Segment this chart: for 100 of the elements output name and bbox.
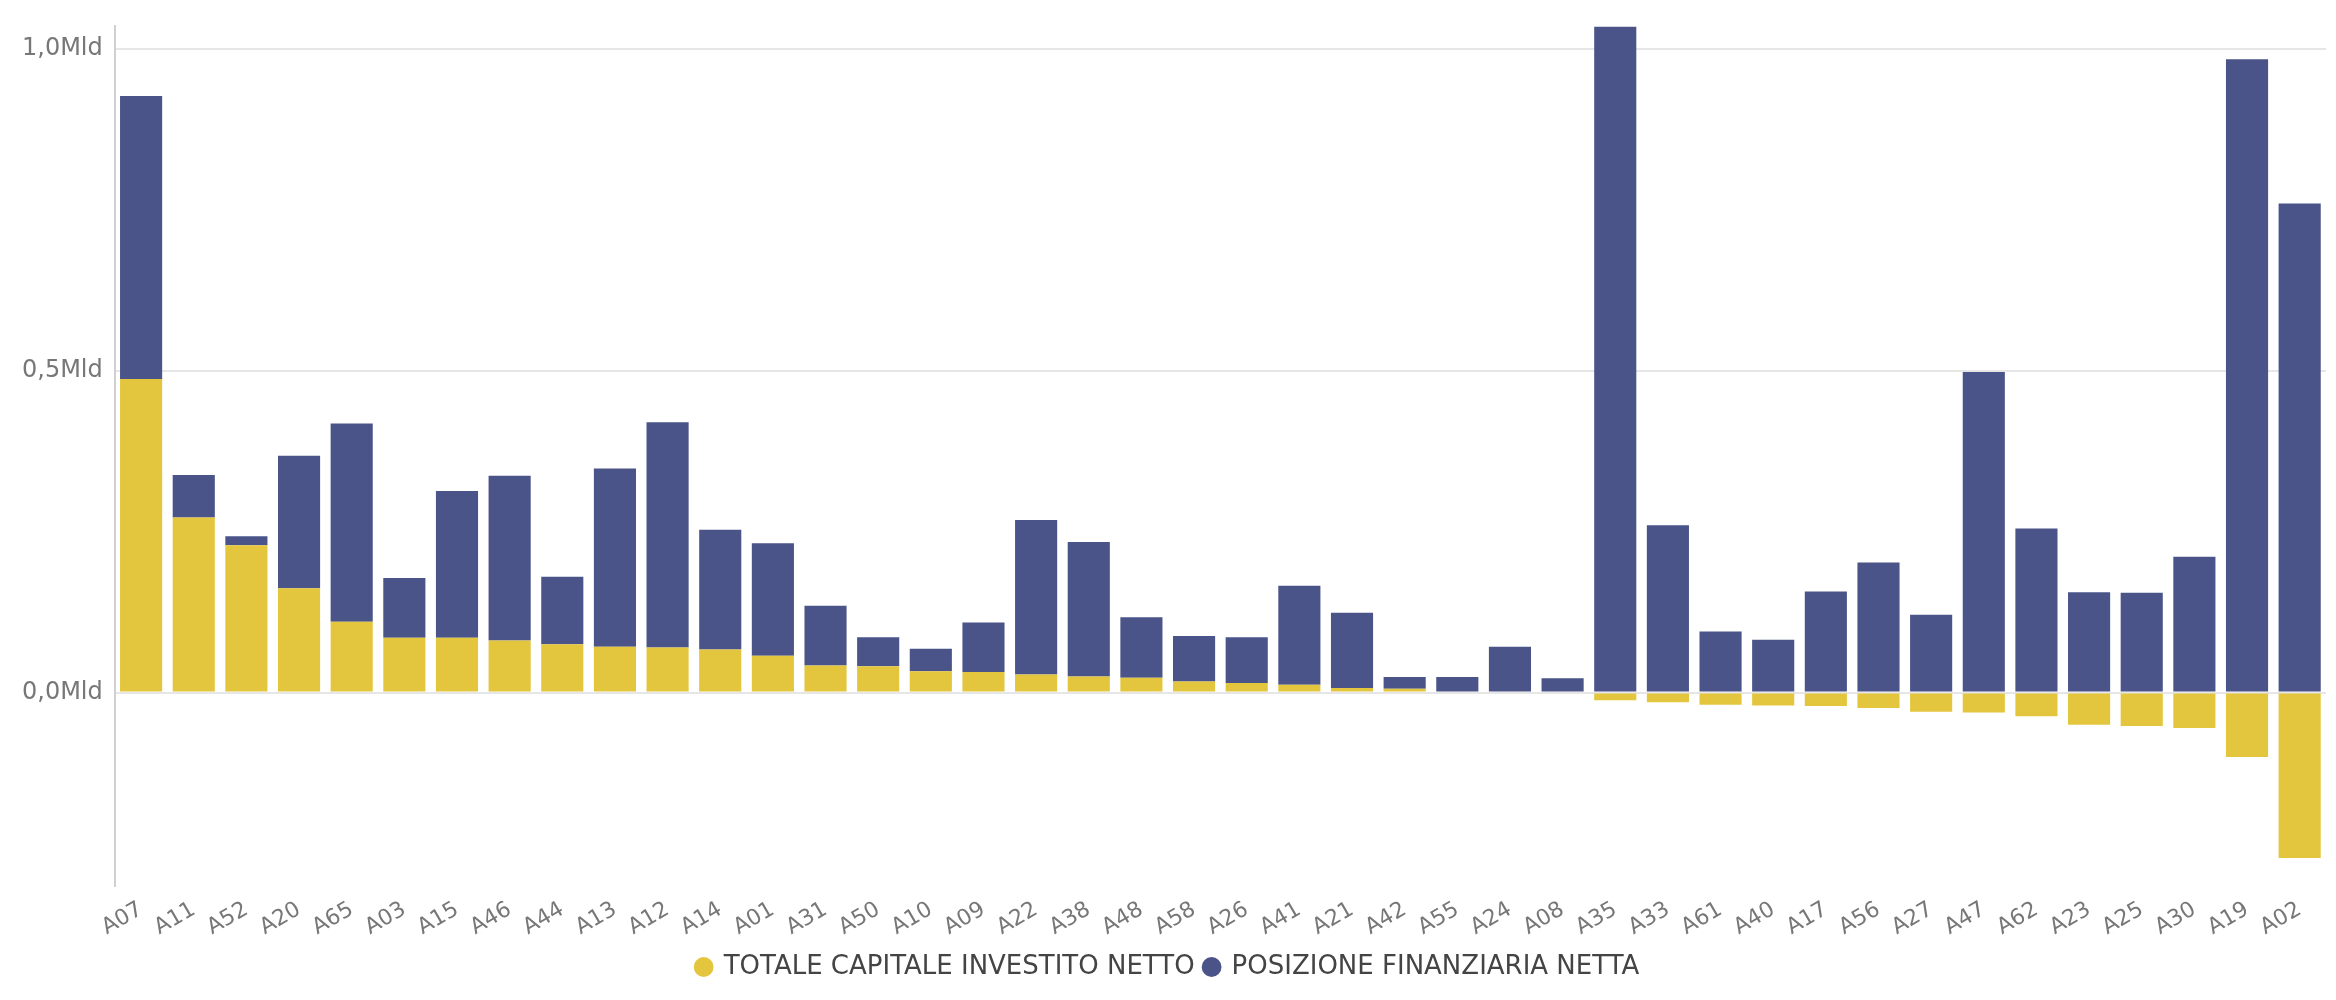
bar	[2120, 592, 2163, 692]
bar	[1278, 684, 1321, 692]
bar	[1857, 693, 1900, 708]
x-tick-label: A41	[1254, 895, 1305, 939]
bar	[277, 455, 321, 589]
x-tick-label: A65	[307, 895, 358, 939]
x-tick-label: A44	[517, 895, 568, 939]
bar	[1383, 688, 1426, 692]
bar	[1120, 617, 1163, 678]
x-tick-label: A26	[1202, 895, 1253, 939]
bar	[277, 588, 321, 692]
bar	[962, 671, 1005, 692]
bar	[2225, 693, 2269, 757]
bar	[1910, 614, 1953, 692]
bar	[1330, 688, 1374, 692]
bar	[1646, 525, 1689, 692]
bar	[1225, 682, 1268, 692]
x-tick-label: A35	[1570, 895, 1621, 939]
bar	[1067, 541, 1110, 677]
x-tick-label: A46	[465, 895, 515, 939]
x-tick-label: A48	[1097, 895, 1147, 939]
bar	[1962, 693, 2005, 713]
bar	[699, 529, 742, 650]
y-tick-label: 0,0Mld	[22, 676, 103, 705]
x-tick-label: A56	[1834, 895, 1884, 939]
x-tick-label: A08	[1518, 895, 1568, 939]
bar	[2015, 693, 2058, 717]
bar	[488, 640, 531, 692]
bar	[1804, 693, 1847, 707]
x-tick-label: A21	[1307, 895, 1358, 939]
x-tick-label: A23	[2044, 895, 2095, 939]
bar	[1910, 693, 1953, 712]
x-tick-label: A55	[1412, 895, 1463, 939]
x-tick-label: A17	[1781, 895, 1832, 939]
bar	[1646, 693, 1689, 703]
x-tick-label: A19	[2202, 895, 2253, 939]
x-tick-label: A47	[1939, 895, 1990, 939]
bar	[172, 474, 215, 518]
bar	[2015, 528, 2058, 692]
x-tick-label: A38	[1044, 895, 1095, 939]
x-tick-label: A25	[2097, 895, 2148, 939]
x-tick-label: A10	[886, 895, 937, 939]
x-tick-label: A02	[2255, 895, 2306, 939]
bar	[909, 648, 952, 672]
x-tick-label: A22	[991, 895, 1042, 939]
bar	[1278, 585, 1321, 685]
legend-label: TOTALE CAPITALE INVESTITO NETTO	[722, 949, 1195, 980]
x-tick-label: A27	[1886, 895, 1937, 939]
x-tick-label: A30	[2149, 895, 2200, 939]
legend-label: POSIZIONE FINANZIARIA NETTA	[1231, 949, 1640, 980]
x-tick-label: A11	[149, 895, 200, 939]
bar	[804, 665, 847, 692]
bar	[120, 379, 163, 692]
x-tick-label: A20	[254, 895, 305, 939]
bar	[2173, 556, 2216, 692]
bar	[593, 468, 636, 647]
x-tick-label: A42	[1360, 895, 1411, 939]
bar	[2225, 59, 2269, 692]
bar	[225, 545, 268, 692]
bar	[1962, 372, 2005, 692]
x-tick-label: A12	[623, 895, 673, 939]
bar	[1699, 693, 1742, 705]
bar	[699, 649, 742, 692]
bar	[1383, 677, 1426, 689]
x-tick-label: A14	[675, 895, 726, 939]
x-tick-label: A15	[412, 895, 463, 939]
x-tick-label: A01	[728, 895, 779, 939]
bar	[488, 475, 531, 641]
bar	[1752, 639, 1795, 692]
bar	[1330, 612, 1374, 689]
bar	[1857, 562, 1900, 692]
bar	[541, 644, 584, 692]
x-tick-label: A40	[1728, 895, 1779, 939]
bar	[593, 646, 636, 692]
bar	[1594, 26, 1637, 692]
bar	[1173, 635, 1216, 682]
bar	[1015, 520, 1058, 675]
bar	[909, 671, 952, 692]
bar	[857, 637, 900, 667]
x-tick-label: A33	[1623, 895, 1674, 939]
bar	[1120, 677, 1163, 692]
x-tick-label: A62	[1992, 895, 2042, 939]
bar	[1488, 646, 1532, 692]
bar	[1752, 693, 1795, 706]
bar	[1699, 631, 1742, 692]
bar	[2068, 592, 2111, 692]
bar	[1541, 678, 1584, 692]
x-tick-label: A58	[1149, 895, 1200, 939]
y-tick-label: 0,5Mld	[22, 354, 103, 383]
x-tick-label: A13	[570, 895, 621, 939]
x-tick-label: A52	[202, 895, 252, 939]
bar	[2120, 693, 2163, 726]
bar	[2278, 203, 2321, 692]
y-tick-label: 1,0Mld	[22, 33, 103, 62]
x-tick-label: A50	[833, 895, 884, 939]
bar	[435, 491, 479, 638]
bar	[120, 95, 163, 380]
x-tick-label: A09	[939, 895, 989, 939]
bar	[2068, 693, 2111, 725]
bar	[383, 637, 426, 692]
